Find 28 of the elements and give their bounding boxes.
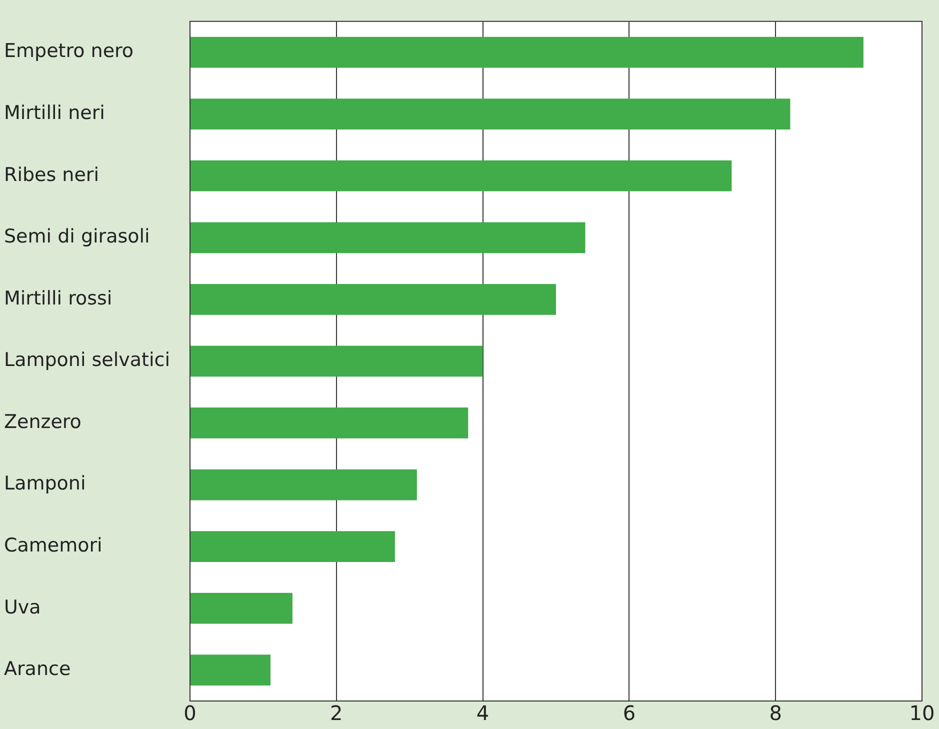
y-tick-label: Ribes neri	[4, 164, 99, 186]
x-tick-label: 4	[476, 701, 490, 726]
y-tick-label: Uva	[4, 596, 41, 618]
bar	[190, 160, 732, 192]
y-tick-label: Lamponi	[4, 472, 86, 495]
y-tick-label: Lamponi selvatici	[4, 349, 170, 372]
bar	[190, 408, 468, 438]
y-tick-label: Semi di girasoli	[4, 226, 150, 248]
bar	[190, 531, 395, 562]
bar	[190, 36, 864, 68]
y-tick-label: Zenzero	[4, 410, 82, 433]
y-tick-label: Arance	[4, 658, 71, 680]
bar	[190, 222, 586, 254]
bar	[190, 98, 790, 130]
y-tick-label: Camemori	[4, 534, 102, 556]
x-tick-label: 10	[909, 701, 935, 726]
bar	[190, 592, 292, 624]
x-tick-label: 2	[330, 701, 343, 726]
bar	[190, 284, 556, 315]
y-tick-label: Mirtilli rossi	[4, 287, 112, 310]
bar	[190, 346, 483, 377]
x-tick-label: 0	[184, 701, 196, 726]
bar	[190, 654, 271, 686]
x-tick-label: 6	[622, 701, 636, 726]
x-tick-label: 8	[769, 701, 782, 726]
bar	[190, 469, 417, 500]
y-tick-label: Empetro nero	[4, 40, 134, 62]
y-tick-label: Mirtilli neri	[4, 102, 105, 124]
